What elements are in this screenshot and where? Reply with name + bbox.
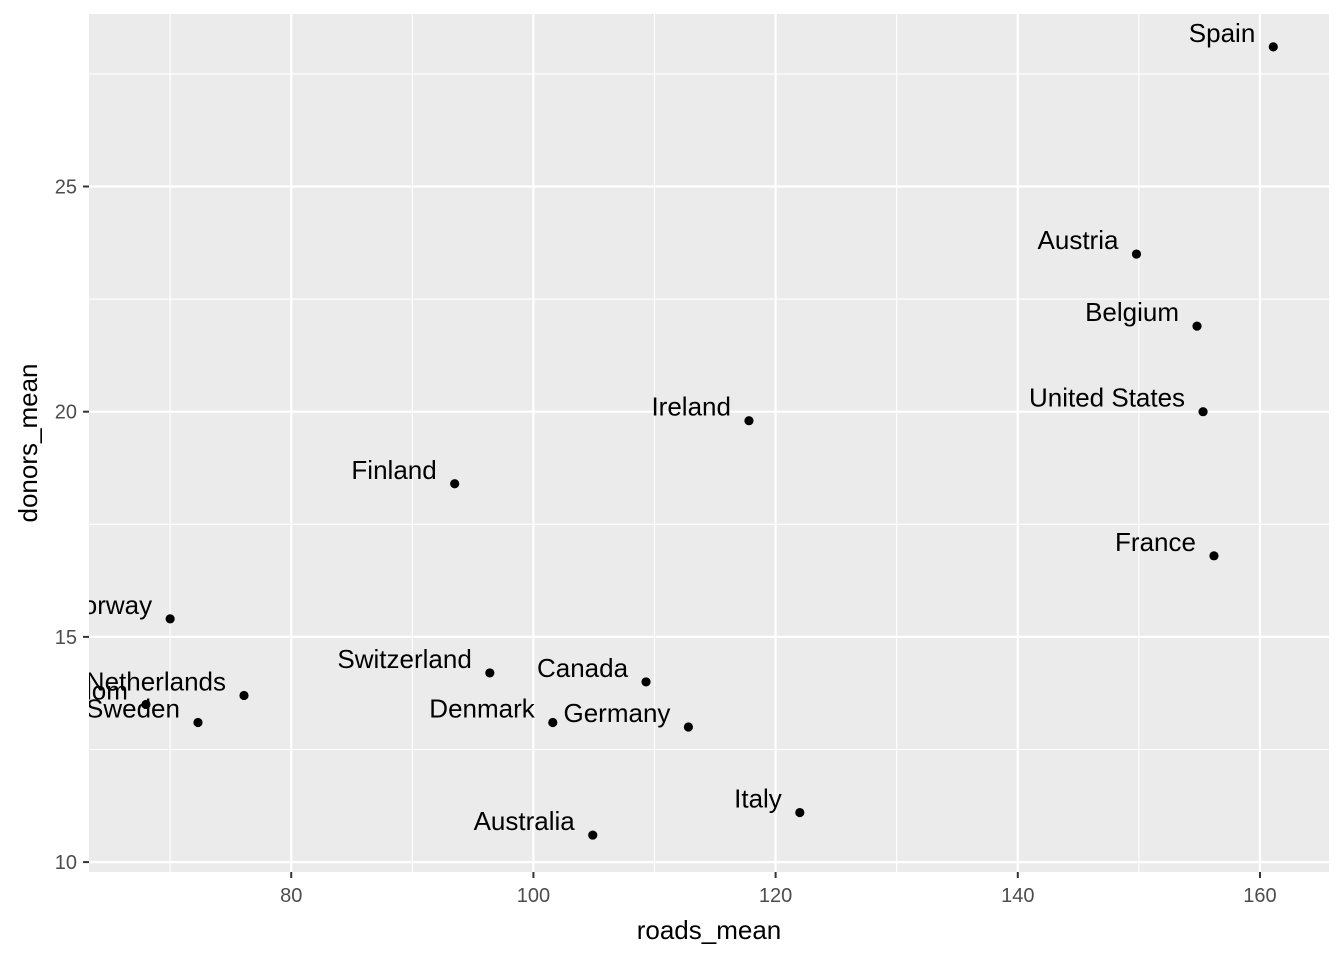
point-label: Sweden (86, 693, 180, 723)
point-labels: Spain Austria Belgium United States Ireland F… (0, 18, 1256, 836)
plot-panel (89, 14, 1329, 872)
point-label: Denmark (429, 693, 535, 723)
data-point (141, 699, 151, 710)
point-label: Belgium (1085, 297, 1179, 327)
data-point (795, 807, 805, 818)
data-point (1268, 42, 1278, 52)
point-label: Italy (734, 784, 782, 814)
data-point (485, 668, 495, 678)
data-point (588, 830, 598, 840)
data-point (450, 479, 460, 489)
data-points (141, 42, 1278, 840)
axis-ticks (83, 185, 1261, 878)
y-tick-label: 25 (55, 177, 77, 199)
y-tick-label: 15 (55, 627, 77, 649)
x-tick-label: 100 (517, 885, 550, 907)
data-point (1198, 407, 1208, 417)
data-point (1209, 551, 1219, 561)
point-label: Netherlands (86, 666, 226, 696)
point-label: Austria (1038, 225, 1119, 255)
data-point (641, 677, 651, 687)
point-label: Switzerland (337, 644, 471, 674)
data-point (193, 717, 203, 728)
data-point (239, 690, 249, 701)
point-label: Spain (1189, 18, 1256, 48)
data-point (683, 722, 694, 732)
data-point (1192, 321, 1202, 331)
grid-major (89, 14, 1329, 872)
x-tick-labels: 80 100 120 140 160 (280, 885, 1277, 907)
grid-minor (89, 14, 1329, 872)
data-point (165, 614, 175, 624)
point-label: Canada (537, 653, 629, 683)
point-label: United States (1029, 383, 1185, 413)
x-axis-title: roads_mean (637, 915, 782, 945)
x-tick-label: 80 (280, 885, 302, 907)
data-point (1131, 249, 1142, 259)
y-tick-labels: 10 15 20 25 (55, 177, 77, 875)
point-label: Australia (474, 806, 576, 836)
x-tick-label: 120 (759, 885, 792, 907)
x-tick-label: 160 (1243, 885, 1276, 907)
point-label: France (1115, 527, 1196, 557)
point-label: Finland (351, 455, 436, 485)
data-point (744, 416, 754, 426)
point-label: United Kingdom (0, 675, 128, 705)
point-label: Norway (64, 590, 152, 620)
y-tick-label: 10 (55, 852, 77, 874)
point-label: Ireland (651, 392, 731, 422)
data-point (548, 717, 558, 728)
y-tick-label: 20 (55, 402, 77, 424)
point-label: Germany (563, 698, 670, 728)
y-axis-title: donors_mean (13, 364, 43, 523)
x-tick-label: 140 (1001, 885, 1034, 907)
